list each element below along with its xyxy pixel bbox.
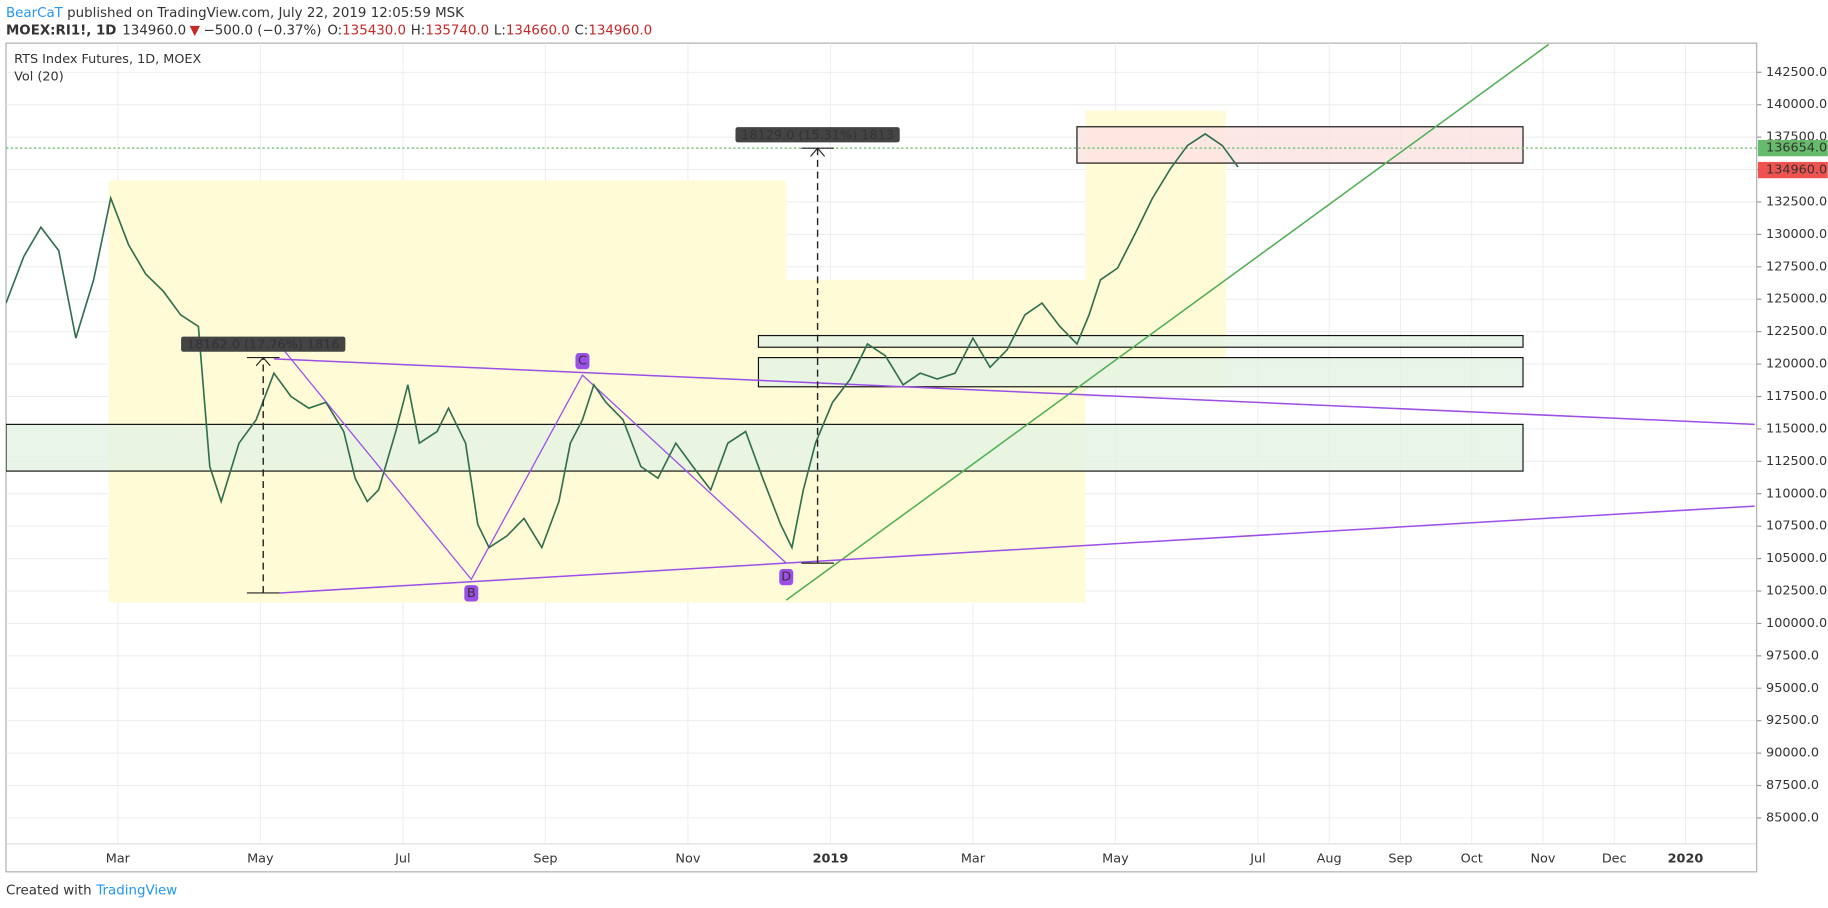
x-tick-label: Aug (1317, 852, 1342, 867)
footer-created: Created with (6, 884, 92, 899)
o-value: 135430.0 (342, 23, 406, 38)
zone (6, 423, 1524, 472)
overlay: 85000.0 87500.0 90000.0 92500.0 95000.0 97500… (106, 65, 1828, 867)
measure-label: 18129.0 (15.31%) 1813 (741, 128, 894, 143)
measure-label-bg (181, 336, 346, 352)
symbol: MOEX:RI1!, 1D (6, 23, 116, 38)
y-tick-label: 142500.0 (1766, 65, 1827, 80)
o-label: O: (327, 23, 342, 38)
x-tick-label: Sep (533, 852, 557, 867)
y-tick-label: 132500.0 (1766, 194, 1827, 209)
plot-area (6, 43, 1757, 844)
c-label: C: (574, 23, 588, 38)
y-tick-label: 112500.0 (1766, 454, 1827, 469)
volume-label: Vol (20) (14, 69, 64, 84)
x-tick-label: Oct (1461, 852, 1483, 867)
y-tick-label: 122500.0 (1766, 324, 1827, 339)
author[interactable]: BearCaT (6, 6, 64, 21)
y-tick-label: 107500.0 (1766, 519, 1827, 534)
pattern-label: D (781, 570, 791, 585)
publish-line: BearCaT published on TradingView.com, Ju… (6, 6, 465, 21)
y-tick-label: 85000.0 (1766, 810, 1819, 825)
y-tick-label: 130000.0 (1766, 227, 1827, 242)
y-tick-label: 125000.0 (1766, 292, 1827, 307)
y-tick-label: 110000.0 (1766, 486, 1827, 501)
volume-profile-range (108, 180, 787, 603)
y-tick-label: 140000.0 (1766, 97, 1827, 112)
price-axis-tag (1757, 139, 1828, 157)
pattern-label-bg (779, 568, 794, 586)
pattern-label-bg (575, 352, 590, 370)
l-label: L: (494, 23, 506, 38)
pattern-label: B (467, 586, 476, 601)
price-axis-label: 136654.0 (1766, 141, 1827, 156)
zone (757, 357, 1524, 388)
y-tick-label: 90000.0 (1766, 746, 1819, 761)
trendline (273, 358, 1755, 426)
y-tick-label: 102500.0 (1766, 584, 1827, 599)
trendline (785, 43, 1550, 601)
x-tick-label: Mar (961, 852, 986, 867)
y-tick-label: 95000.0 (1766, 681, 1819, 696)
footer: Created with TradingView (6, 884, 177, 899)
x-tick-label: 2019 (813, 852, 849, 867)
x-tick-label: 2020 (1668, 852, 1704, 867)
x-tick-label: Mar (106, 852, 131, 867)
x-tick-label: Dec (1602, 852, 1627, 867)
published: published on TradingView.com, July 22, 2… (63, 6, 465, 21)
x-tick-label: Sep (1388, 852, 1412, 867)
arrow: ▼ (190, 23, 201, 38)
trendline (279, 505, 1755, 594)
h-label: H: (411, 23, 426, 38)
h-value: 135740.0 (425, 23, 489, 38)
y-tick-label: 127500.0 (1766, 259, 1827, 274)
y-tick-label: 120000.0 (1766, 357, 1827, 372)
price-line (6, 132, 1239, 551)
x-tick-label: Nov (1530, 852, 1555, 867)
y-tick-label: 117500.0 (1766, 389, 1827, 404)
y-tick-label: 100000.0 (1766, 616, 1827, 631)
pattern-label-bg (464, 585, 479, 602)
c-value: 134960.0 (588, 23, 652, 38)
last: 134960.0 (122, 23, 186, 38)
x-tick-label: May (1102, 852, 1129, 867)
y-tick-label: 115000.0 (1766, 421, 1827, 436)
zone (1076, 126, 1524, 164)
pattern-line (273, 337, 787, 581)
change: −500.0 (−0.37%) (203, 23, 321, 38)
footer-brand[interactable]: TradingView (95, 884, 177, 899)
chart-title: RTS Index Futures, 1D, MOEX (14, 52, 201, 67)
y-tick-label: 97500.0 (1766, 648, 1819, 663)
y-tick-label: 105000.0 (1766, 551, 1827, 566)
ohlc-line: MOEX:RI1!, 1D 134960.0 ▼ −500.0 (−0.37%) O:1… (6, 23, 652, 38)
l-value: 134660.0 (506, 23, 570, 38)
y-tick-label: 92500.0 (1766, 713, 1819, 728)
measure-label: 18162.0 (17.76%) 1816 (187, 337, 340, 352)
price-axis-tag (1757, 161, 1828, 179)
x-tick-label: May (247, 852, 274, 867)
price-axis-label: 134960.0 (1766, 163, 1827, 178)
x-tick-label: Jul (1249, 852, 1265, 867)
y-tick-label: 87500.0 (1766, 778, 1819, 793)
x-tick-label: Jul (394, 852, 410, 867)
pattern-label: C (578, 354, 587, 369)
x-tick-label: Nov (675, 852, 700, 867)
measure-label-bg (735, 127, 900, 143)
